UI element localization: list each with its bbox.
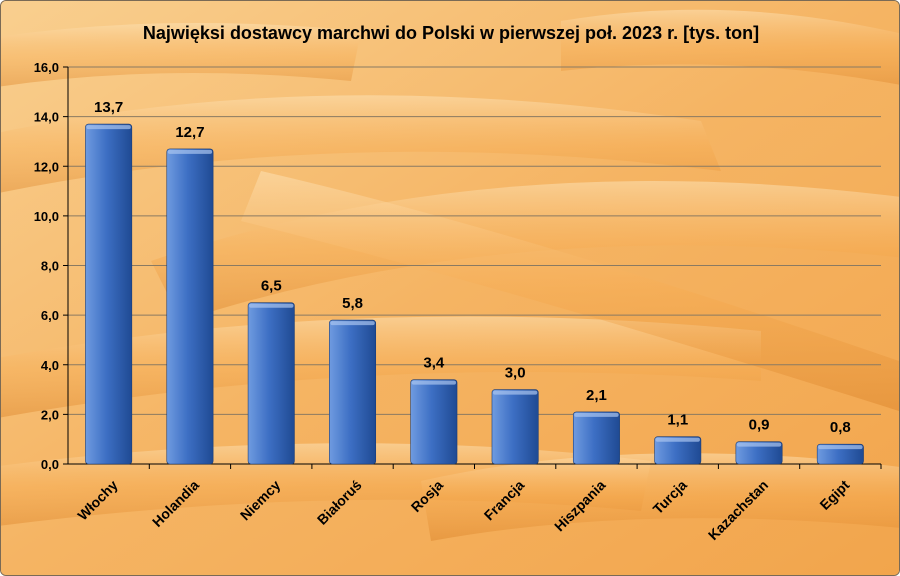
value-label: 2,1 bbox=[586, 387, 607, 404]
bar-francja bbox=[491, 389, 539, 465]
bar-holandia bbox=[166, 148, 214, 465]
bar-rosja bbox=[410, 379, 458, 465]
bar-białoruś bbox=[329, 319, 377, 465]
y-tick-label: 8,0 bbox=[41, 259, 59, 274]
bar-highlight bbox=[249, 303, 294, 308]
value-labels: 13,7 12,7 6,5 5,8 3,4 3,0 2,1 1,1 0,9 0,8 bbox=[94, 99, 851, 436]
y-tick-label: 6,0 bbox=[41, 308, 59, 323]
y-tick-label: 0,0 bbox=[41, 457, 59, 472]
chart-title: Najwięksi dostawcy marchwi do Polski w p… bbox=[143, 23, 759, 43]
bar-highlight bbox=[86, 125, 131, 130]
value-label: 0,9 bbox=[749, 417, 770, 434]
bar-highlight bbox=[411, 380, 457, 385]
bar-niemcy bbox=[247, 302, 295, 465]
value-label: 6,5 bbox=[261, 278, 282, 295]
bars bbox=[85, 123, 864, 465]
y-tick-label: 10,0 bbox=[34, 209, 59, 224]
value-label: 13,7 bbox=[94, 99, 123, 116]
bar-kazachstan bbox=[735, 441, 783, 465]
bar-highlight bbox=[655, 437, 700, 442]
bar-turcja bbox=[654, 436, 702, 465]
bar-highlight bbox=[330, 321, 375, 326]
bar-hiszpania bbox=[572, 411, 620, 465]
y-tick-label: 14,0 bbox=[34, 110, 59, 125]
value-label: 3,4 bbox=[423, 355, 445, 372]
bar-highlight bbox=[574, 412, 619, 417]
value-label: 12,7 bbox=[175, 124, 204, 141]
y-tick-label: 4,0 bbox=[41, 358, 59, 373]
bar-highlight bbox=[736, 442, 782, 447]
bar-highlight bbox=[492, 390, 538, 395]
bar-highlight bbox=[818, 445, 863, 450]
y-tick-label: 2,0 bbox=[41, 407, 59, 422]
y-tick-label: 12,0 bbox=[34, 159, 59, 174]
bar-highlight bbox=[167, 149, 213, 154]
bar-włochy bbox=[85, 123, 133, 465]
value-label: 5,8 bbox=[342, 295, 363, 312]
value-label: 3,0 bbox=[505, 365, 526, 382]
value-label: 0,8 bbox=[830, 419, 851, 436]
value-label: 1,1 bbox=[667, 412, 688, 429]
y-tick-label: 16,0 bbox=[34, 60, 59, 75]
